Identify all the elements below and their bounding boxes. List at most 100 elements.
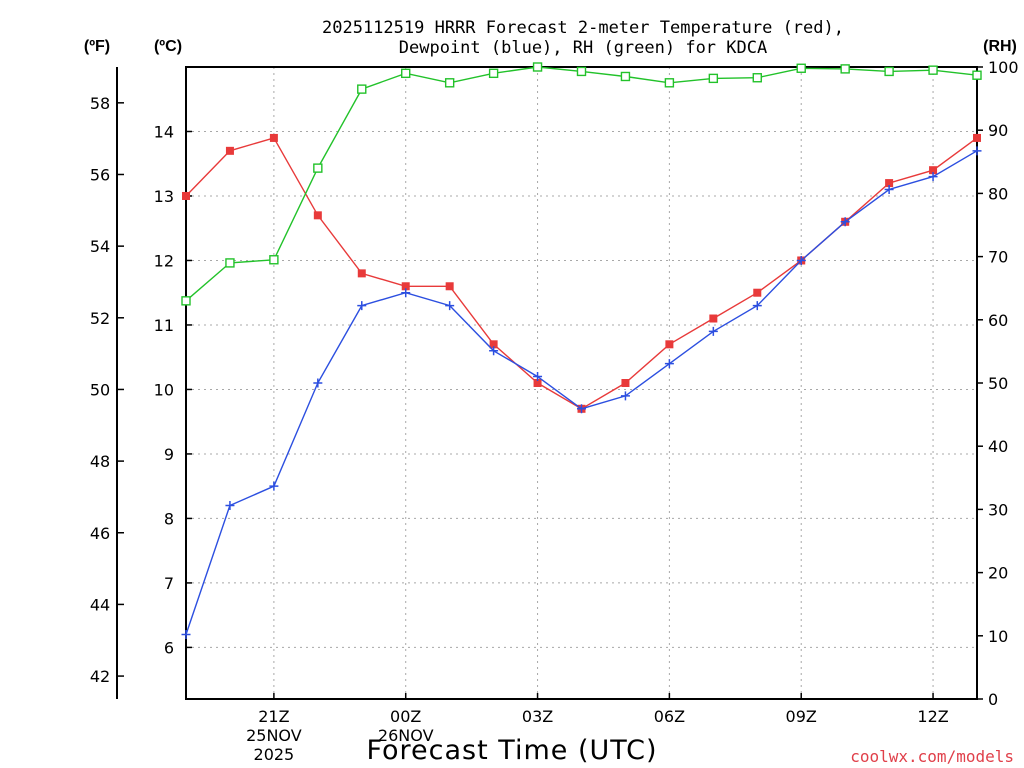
rh-axis: 0 10 20 30 40 50 60 70 80 90 100	[977, 58, 1019, 709]
dewpoint-point	[972, 146, 982, 156]
fahrenheit-tick-label: 58	[90, 94, 110, 113]
series-layer	[181, 62, 982, 640]
rh-tick-label: 30	[988, 500, 1008, 519]
dewpoint-point	[752, 301, 762, 311]
rh-point	[181, 296, 191, 306]
rh-tick-label: 0	[988, 690, 998, 709]
time-tick-label: 25NOV	[246, 726, 302, 745]
fahrenheit-tick-label: 46	[90, 524, 110, 543]
dewpoint-point	[533, 372, 543, 382]
celsius-tick-label: 14	[154, 122, 174, 141]
celsius-tick-label: 12	[154, 251, 174, 270]
celsius-tick-label: 8	[164, 509, 174, 528]
rh-point	[840, 64, 850, 74]
fahrenheit-tick-label: 44	[90, 595, 110, 614]
fahrenheit-tick-label: 42	[90, 667, 110, 686]
dewpoint-point	[928, 172, 938, 182]
time-tick-label: 21Z	[258, 707, 289, 726]
dewpoint-point	[489, 346, 499, 356]
rh-tick-label: 90	[988, 121, 1008, 140]
rh-point	[488, 68, 499, 79]
credit-link[interactable]: coolwx.com/models	[850, 747, 1014, 766]
rh-tick-label: 60	[988, 311, 1008, 330]
temperature-point	[885, 179, 894, 188]
dewpoint-point	[357, 301, 367, 311]
dewpoint-point	[577, 404, 586, 414]
time-tick-label: 12Z	[917, 707, 948, 726]
celsius-tick-label: 13	[154, 187, 174, 206]
rh-tick-label: 100	[988, 58, 1019, 77]
rh-tick-label: 70	[988, 248, 1008, 267]
temperature-point	[401, 282, 410, 291]
temperature-line	[185, 137, 978, 410]
chart-title-line1: 2025112519 HRRR Forecast 2-meter Tempera…	[322, 18, 844, 38]
time-tick-label: 26NOV	[378, 726, 434, 745]
dewpoint-point	[269, 481, 279, 491]
fahrenheit-axis: 42 44 46 48 50 52 54 56 58	[90, 94, 124, 686]
dewpoint-point	[445, 301, 455, 311]
fahrenheit-unit-label: (ºF)	[84, 38, 110, 55]
temperature-point	[621, 379, 630, 387]
rh-point	[884, 66, 894, 77]
rh-point	[752, 73, 762, 83]
rh-point	[532, 62, 543, 72]
time-tick-label: 00Z	[390, 707, 421, 726]
rh-point	[576, 66, 587, 77]
dewpoint-point	[664, 359, 674, 369]
fahrenheit-tick-label: 52	[90, 309, 110, 328]
temperature-point	[182, 191, 190, 200]
temperature-point	[973, 133, 981, 142]
rh-tick-label: 10	[988, 627, 1008, 646]
gridlines	[186, 67, 977, 699]
celsius-tick-label: 6	[164, 638, 174, 657]
dewpoint-point	[620, 391, 630, 401]
rh-point	[796, 63, 806, 73]
rh-point	[444, 78, 455, 88]
fahrenheit-tick-label: 48	[90, 452, 110, 471]
temperature-point	[445, 282, 454, 291]
dewpoint-series	[181, 146, 982, 640]
x-axis-label: Forecast Time (UTC)	[366, 735, 657, 766]
fahrenheit-tick-label: 56	[90, 165, 110, 184]
temperature-point	[313, 211, 322, 220]
rh-tick-label: 80	[988, 184, 1008, 203]
dewpoint-point	[884, 185, 894, 195]
temperature-point	[269, 133, 278, 142]
rh-point	[357, 84, 367, 94]
rh-point	[708, 73, 719, 84]
rh-series	[181, 62, 982, 306]
temperature-series	[182, 133, 981, 413]
rh-point	[972, 70, 982, 80]
time-tick-label: 2025	[254, 745, 295, 764]
dewpoint-point	[181, 630, 191, 640]
rh-unit-label: (RH)	[983, 38, 1017, 55]
rh-tick-label: 50	[988, 374, 1008, 393]
temperature-point	[753, 288, 762, 297]
temperature-point	[709, 314, 718, 323]
fahrenheit-tick-label: 54	[90, 237, 110, 256]
dewpoint-point	[401, 288, 411, 298]
celsius-tick-label: 11	[154, 316, 174, 335]
celsius-unit-label: (ºC)	[154, 38, 182, 55]
chart-title-line2: Dewpoint (blue), RH (green) for KDCA	[399, 38, 767, 58]
time-tick-label: 06Z	[654, 707, 685, 726]
dewpoint-point	[313, 378, 323, 388]
rh-point	[664, 78, 675, 88]
dewpoint-point	[708, 326, 718, 336]
dewpoint-point	[840, 217, 850, 227]
temperature-point	[357, 269, 366, 278]
rh-tick-label: 40	[988, 437, 1008, 456]
plot-frame	[185, 66, 978, 700]
temperature-point	[665, 340, 674, 349]
rh-point	[928, 65, 938, 75]
temperature-point	[929, 166, 938, 175]
fahrenheit-tick-label: 50	[90, 380, 110, 399]
dewpoint-point	[225, 501, 235, 511]
rh-point	[225, 258, 235, 268]
rh-point	[620, 71, 631, 82]
dewpoint-point	[796, 255, 806, 265]
rh-tick-label: 20	[988, 564, 1008, 583]
dewpoint-line	[185, 150, 978, 635]
